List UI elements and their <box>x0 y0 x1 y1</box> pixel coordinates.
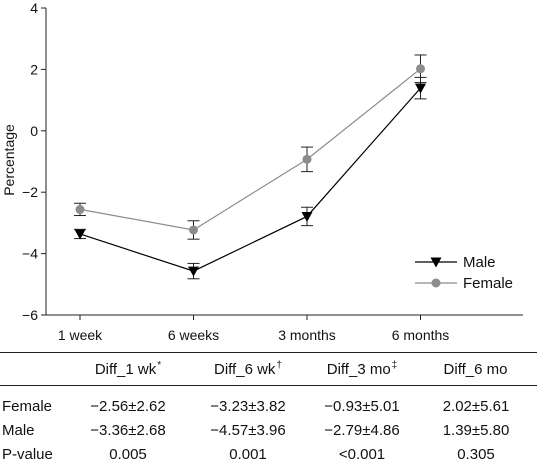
data-point-female <box>416 64 425 74</box>
header-footnote-mark: ‡ <box>391 360 398 371</box>
header-footnote-mark: * <box>157 360 162 371</box>
row-label-male: Male <box>2 422 35 439</box>
table-top-rule <box>0 352 537 353</box>
table-header-diff-6mo: Diff_6 mo <box>426 360 526 378</box>
cell-female-6mo: 2.02±5.61 <box>442 398 510 415</box>
y-tick-label: −4 <box>22 246 38 262</box>
cell-female-6wk: −3.23±3.82 <box>210 398 286 415</box>
cell-pvalue-1wk: 0.005 <box>109 446 147 463</box>
legend-marker-male <box>430 257 442 268</box>
data-point-female <box>75 204 85 214</box>
series-line-female <box>79 68 421 231</box>
data-point-female <box>302 154 312 164</box>
table-header-diff-6wk: Diff_6 wk† <box>198 360 298 378</box>
cell-pvalue-3mo: <0.001 <box>338 446 386 463</box>
data-point-male <box>188 266 199 277</box>
table-header-diff-3mo: Diff_3 mo‡ <box>312 360 412 378</box>
x-tick-label: 6 weeks <box>168 327 219 343</box>
header-text: Diff_3 mo <box>326 361 391 378</box>
legend-marker-female <box>431 278 441 288</box>
y-axis-title: Percentage <box>1 124 17 196</box>
series-line-male <box>79 87 421 272</box>
header-text: Diff_1 wk <box>94 361 157 378</box>
cell-male-1wk: −3.36±2.68 <box>90 422 166 439</box>
legend-item-female: Female <box>415 275 513 292</box>
y-tick-label: −2 <box>22 184 38 200</box>
y-tick-label: −6 <box>22 307 38 323</box>
cell-male-3mo: −2.79±4.86 <box>324 422 400 439</box>
y-tick-label: 0 <box>30 123 38 139</box>
cell-female-1wk: −2.56±2.62 <box>90 398 166 415</box>
cell-male-6mo: 1.39±5.80 <box>442 422 510 439</box>
chart-series <box>74 54 427 280</box>
header-footnote-mark: † <box>276 360 282 371</box>
table-header-diff-1wk: Diff_1 wk* <box>78 360 178 378</box>
cell-female-3mo: −0.93±5.01 <box>324 398 400 415</box>
x-tick-label: 1 week <box>58 327 103 343</box>
legend-label-male: Male <box>463 254 496 271</box>
data-point-male <box>74 229 86 240</box>
chart-axes: −6 −4 −2 0 2 4 1 week 6 weeks 3 months 6 months <box>22 0 523 343</box>
legend-label-female: Female <box>463 275 513 292</box>
cell-pvalue-6mo: 0.305 <box>457 446 495 463</box>
y-tick-label: 2 <box>30 61 38 77</box>
cell-pvalue-6wk: 0.001 <box>229 446 267 463</box>
table-header-rule <box>0 385 537 386</box>
legend-item-male: Male <box>415 254 496 271</box>
series-male <box>74 76 427 280</box>
data-point-male <box>301 211 313 222</box>
x-tick-label: 6 months <box>392 327 450 343</box>
x-tick-label: 3 months <box>278 327 336 343</box>
line-chart: −6 −4 −2 0 2 4 1 week 6 weeks 3 months 6 months M… <box>1 0 523 343</box>
row-label-female: Female <box>2 398 53 415</box>
header-text: Diff_6 mo <box>443 361 508 378</box>
row-label-p-value: P-value <box>2 446 53 463</box>
y-tick-label: 4 <box>30 0 38 16</box>
chart-legend: Male Female <box>415 254 513 292</box>
cell-male-6wk: −4.57±3.96 <box>210 422 286 439</box>
header-text: Diff_6 wk <box>214 361 276 378</box>
series-female <box>74 54 427 240</box>
data-point-female <box>189 225 198 235</box>
data-point-male <box>415 83 426 94</box>
